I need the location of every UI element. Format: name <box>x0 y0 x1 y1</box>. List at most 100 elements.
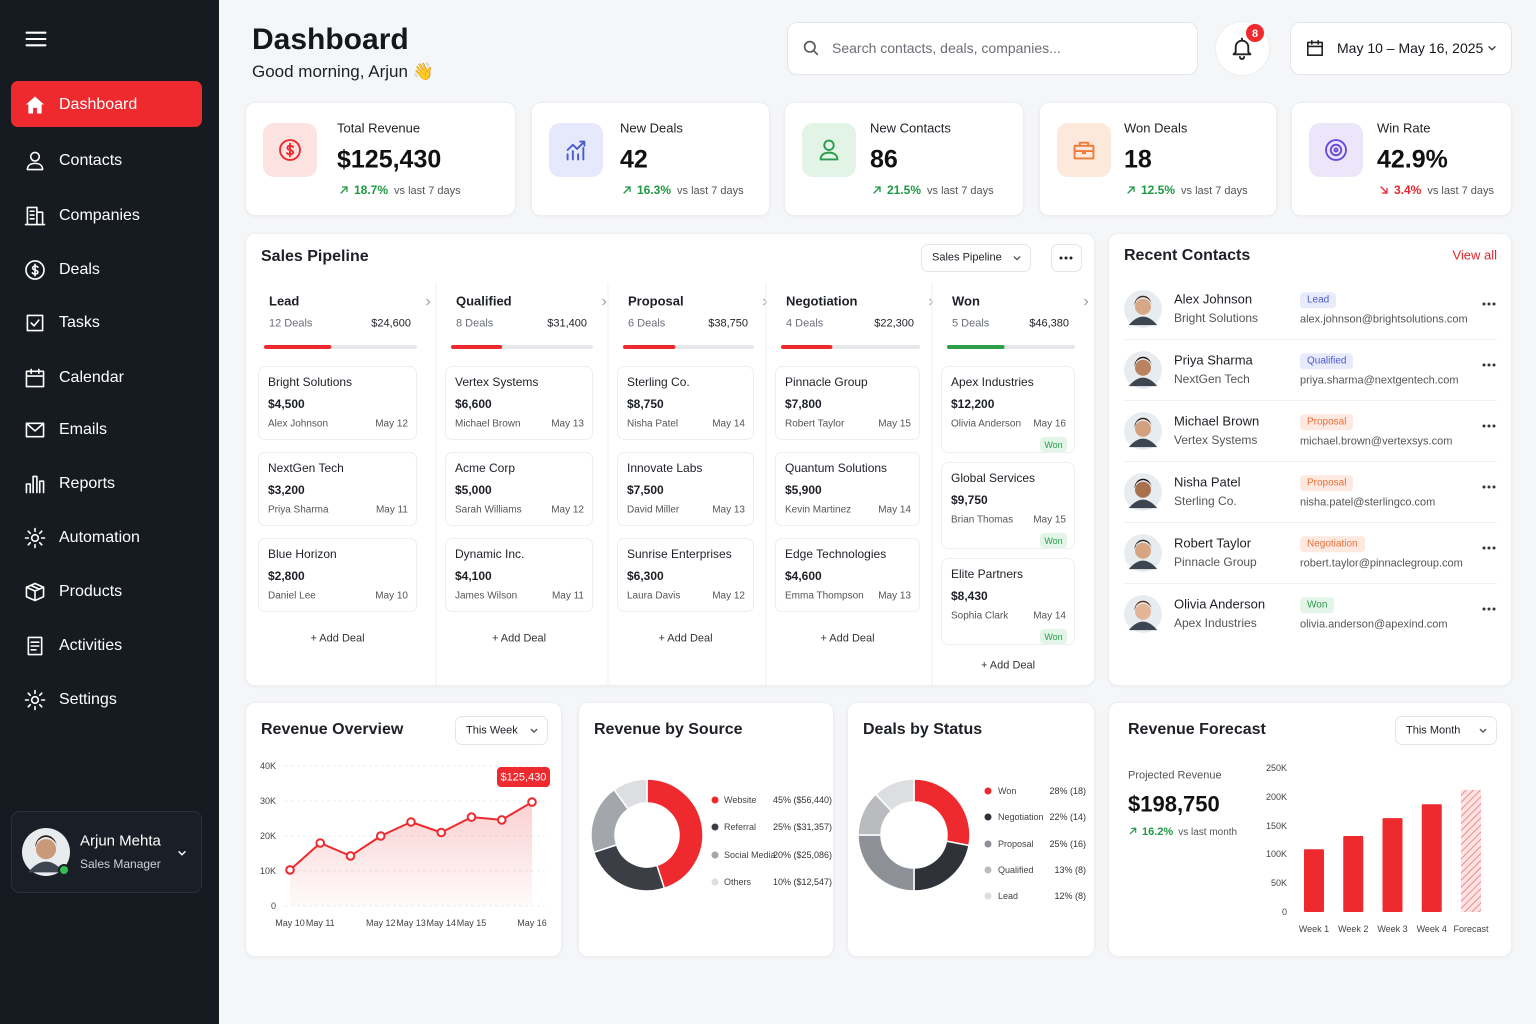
chart-filter[interactable] <box>1395 716 1497 745</box>
icon <box>25 31 47 47</box>
icon <box>340 186 348 194</box>
nav-item[interactable]: Reports <box>59 474 116 492</box>
legend-dot <box>711 796 719 804</box>
legend-label: Website <box>724 794 757 805</box>
deal-date: May 13 <box>878 590 911 602</box>
deal-card[interactable] <box>775 366 920 440</box>
legend-value: 25% ($31,357) <box>773 821 833 832</box>
nav-item[interactable]: Automation <box>59 528 140 546</box>
nav-item[interactable]: Contacts <box>59 151 123 169</box>
icon <box>929 298 934 306</box>
area <box>290 802 532 906</box>
nav-item[interactable]: Deals <box>59 260 100 278</box>
icon <box>803 40 819 56</box>
deal-card[interactable] <box>258 538 417 612</box>
icon <box>1488 46 1496 51</box>
icon <box>873 186 881 194</box>
search-placeholder: Search contacts, deals, companies... <box>832 39 1061 56</box>
deal-card[interactable] <box>445 452 593 526</box>
legend-label: Negotiation <box>998 811 1044 822</box>
contact-name: Michael Brown <box>1174 413 1260 429</box>
x-tick-label: Forecast <box>1453 923 1489 934</box>
dot <box>1482 363 1486 367</box>
nav-item[interactable]: Settings <box>59 690 117 708</box>
avatar-hair <box>1134 539 1152 550</box>
point <box>527 797 537 807</box>
deal-date: May 15 <box>1033 514 1066 526</box>
avatar-body <box>28 861 64 873</box>
deal-card[interactable] <box>445 538 593 612</box>
bar <box>1382 818 1403 912</box>
deal-amount: $7,800 <box>785 397 822 412</box>
contact-stage: Lead <box>1300 292 1337 308</box>
kpi-value: 86 <box>870 145 898 174</box>
search-box[interactable] <box>787 22 1198 75</box>
legend-value: 13% (8) <box>1054 864 1086 875</box>
deal-status: Won <box>1044 535 1063 546</box>
contact-email: michael.brown@vertexsys.com <box>1300 435 1453 448</box>
deal-contact: Kevin Martinez <box>785 504 852 516</box>
kpi-change: 12.5% <box>1141 182 1176 197</box>
icon <box>25 368 45 388</box>
deal-card[interactable] <box>775 538 920 612</box>
deal-company: Acme Corp <box>455 461 516 476</box>
deal-contact: Alex Johnson <box>268 418 329 430</box>
pipeline-filter[interactable] <box>921 244 1031 272</box>
x-tick-label: Week 2 <box>1338 923 1369 934</box>
nav-item[interactable]: Emails <box>59 420 108 438</box>
contact-company: NextGen Tech <box>1174 372 1250 387</box>
nav-item[interactable]: Calendar <box>59 368 124 386</box>
add-deal[interactable]: + Add Deal <box>658 632 713 645</box>
nav-item[interactable]: Companies <box>59 206 140 224</box>
deal-card[interactable] <box>258 366 417 440</box>
deal-card[interactable] <box>617 452 754 526</box>
avatar-face <box>1135 603 1151 620</box>
add-deal[interactable]: + Add Deal <box>491 632 547 645</box>
icon <box>25 96 45 114</box>
icon <box>1084 298 1089 306</box>
icon <box>1129 827 1137 835</box>
deal-amount: $5,000 <box>455 483 492 498</box>
avatar-body <box>1128 621 1158 631</box>
deal-contact: James Wilson <box>455 590 518 602</box>
point <box>406 817 416 827</box>
avatar-body <box>1128 499 1158 509</box>
nav-item[interactable]: Tasks <box>59 313 100 331</box>
deal-card[interactable] <box>617 366 754 440</box>
y-tick-label: 100K <box>1265 849 1287 860</box>
contact-name: Robert Taylor <box>1174 535 1252 551</box>
y-tick-label: 40K <box>259 760 276 771</box>
view-all[interactable]: View all <box>1452 247 1497 263</box>
y-tick-label: 20K <box>259 830 276 841</box>
date-picker[interactable] <box>1290 22 1512 75</box>
deal-card[interactable] <box>617 538 754 612</box>
nav-item[interactable]: Products <box>59 582 123 600</box>
deal-amount: $6,300 <box>627 569 664 584</box>
dot <box>1487 424 1491 428</box>
x-tick-label: May 10 <box>275 917 305 928</box>
deal-contact: Laura Davis <box>627 590 681 602</box>
deal-date: May 11 <box>375 504 408 516</box>
add-deal[interactable]: + Add Deal <box>980 659 1036 672</box>
dot <box>1492 363 1496 367</box>
nav-item[interactable]: Activities <box>59 636 123 654</box>
kpi-change: 18.7% <box>354 182 389 197</box>
deal-company: Bright Solutions <box>268 375 353 390</box>
dot <box>1492 607 1496 611</box>
nav-item[interactable]: Dashboard <box>59 95 138 113</box>
chart-title: Deals by Status <box>863 720 983 738</box>
deal-card[interactable] <box>775 452 920 526</box>
dot <box>1064 256 1068 260</box>
contact-email: olivia.anderson@apexind.com <box>1300 618 1448 631</box>
deal-card[interactable] <box>445 366 593 440</box>
deal-company: Blue Horizon <box>268 547 337 562</box>
add-deal[interactable]: + Add Deal <box>820 632 875 645</box>
icon <box>1479 728 1487 733</box>
deal-card[interactable] <box>258 452 417 526</box>
progress-fill <box>264 345 332 349</box>
dot <box>1487 607 1491 611</box>
contact-stage: Won <box>1300 597 1335 613</box>
greeting: Good morning, Arjun 👋 <box>252 62 434 82</box>
add-deal[interactable]: + Add Deal <box>310 632 365 645</box>
deal-amount: $4,600 <box>785 569 822 584</box>
